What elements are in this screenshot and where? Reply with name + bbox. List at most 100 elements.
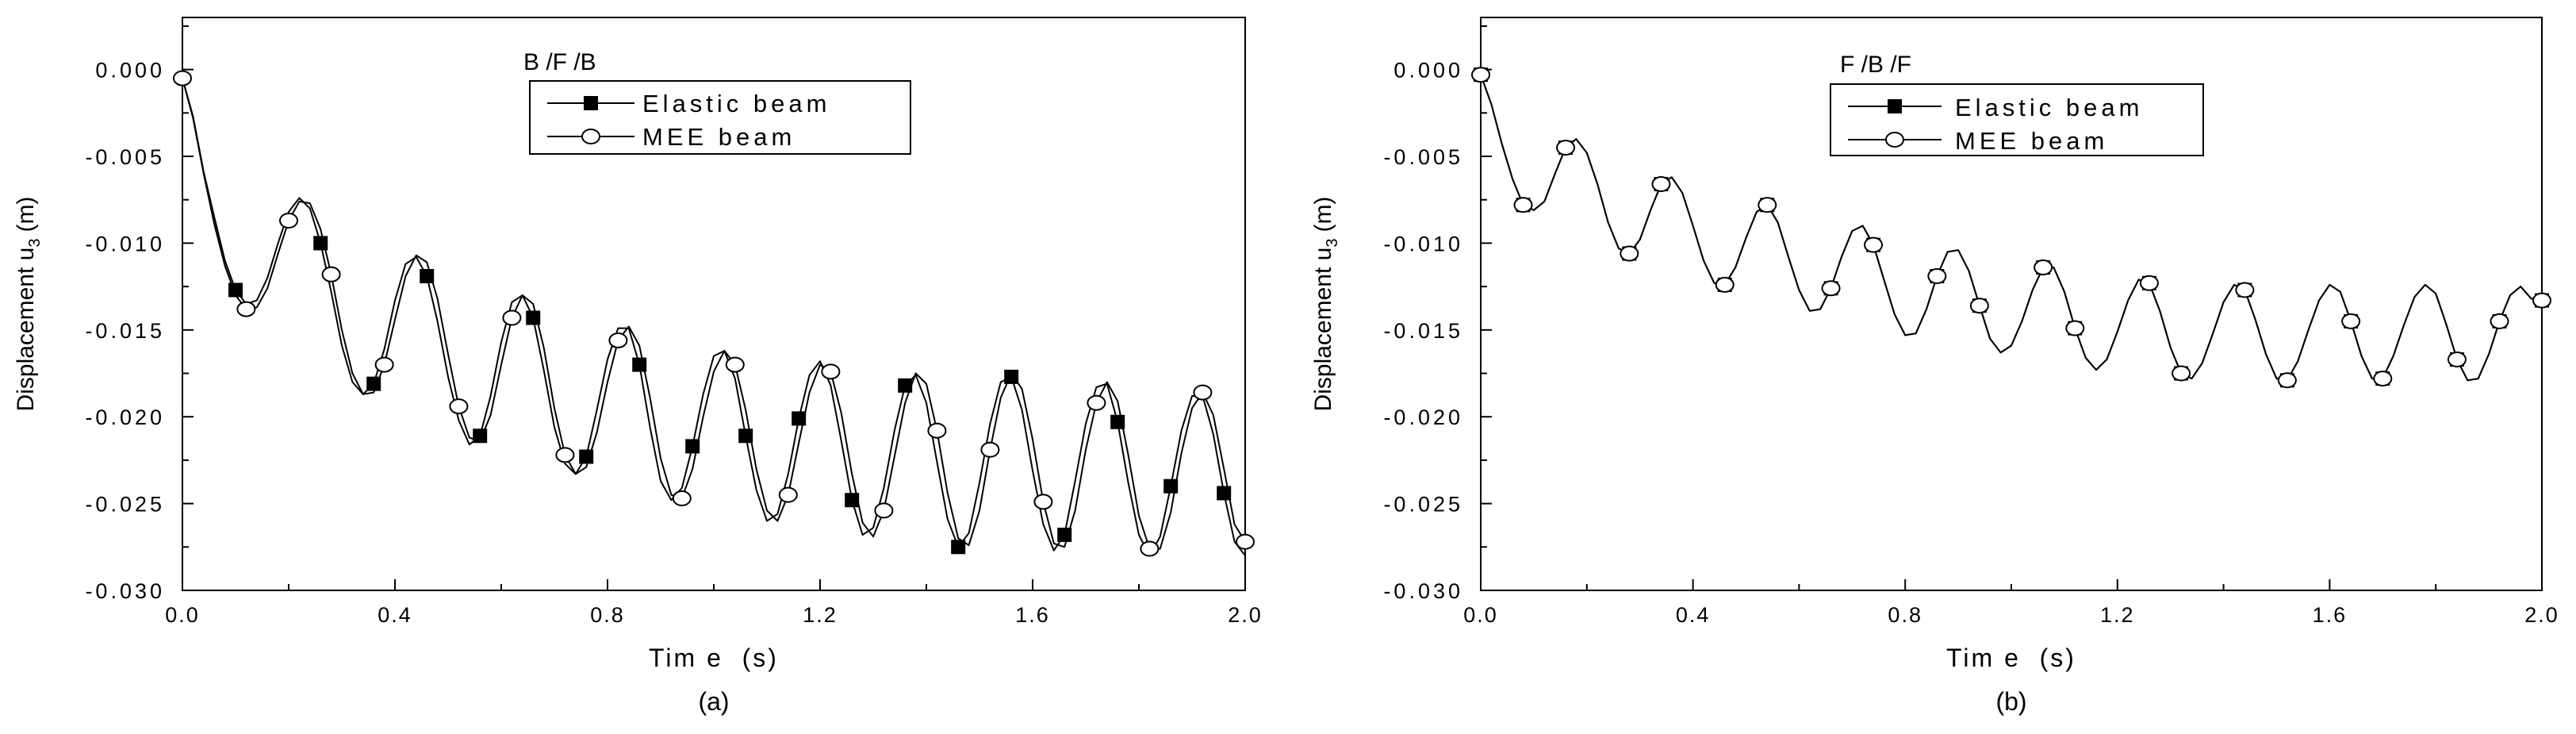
data-point-elastic — [845, 493, 860, 508]
y-axis-label-main: Displacement u — [1310, 248, 1336, 412]
y-axis-label: Displacement u3 (m) — [1310, 197, 1341, 412]
x-tick-label: 1.6 — [1015, 603, 1050, 627]
series-lines — [1480, 74, 2543, 382]
data-point-elastic — [366, 376, 381, 391]
data-point-mee — [236, 301, 256, 317]
panel-label: (a) — [698, 687, 729, 716]
data-point-mee — [502, 309, 522, 326]
y-tick-label: -0.005 — [85, 145, 165, 169]
data-point-elastic — [738, 428, 753, 444]
y-axis-label-subscript: 3 — [26, 239, 44, 248]
x-tick-label: 1.6 — [2313, 603, 2348, 627]
panel-label: (b) — [1995, 687, 2026, 716]
data-point-mee — [321, 266, 341, 282]
data-point-mee — [1236, 533, 1255, 550]
x-tick-label: 2.0 — [1228, 603, 1263, 627]
chart-title: F /B /F — [1840, 52, 1911, 78]
data-point-mee — [374, 356, 394, 373]
chart-title: B /F /B — [523, 49, 596, 75]
data-point-elastic — [1004, 369, 1019, 384]
x-tick-label: 1.2 — [803, 603, 838, 627]
legend-label-elastic: Elastic beam — [642, 90, 830, 117]
data-point-mee — [1513, 197, 1533, 213]
data-point-elastic — [898, 378, 913, 393]
x-tick-labels: 0.0 0.4 0.8 1.2 1.6 2.0 — [165, 603, 1263, 627]
data-point-elastic — [579, 449, 594, 464]
data-point-elastic — [313, 236, 328, 251]
data-point-mee — [1471, 67, 1490, 83]
legend-marker-elastic — [1888, 99, 1902, 113]
data-point-mee — [2172, 365, 2191, 382]
data-point-elastic — [1163, 478, 1179, 494]
y-tick-label: -0.025 — [1383, 493, 1463, 517]
x-tick-label: 0.4 — [378, 603, 412, 627]
legend: Elastic beam MEE beam — [1830, 83, 2204, 156]
data-point-elastic — [951, 540, 966, 555]
data-point-mee — [874, 502, 894, 519]
data-point-mee — [2341, 313, 2361, 329]
data-point-mee — [555, 447, 575, 463]
legend-marker-elastic — [584, 96, 598, 110]
data-point-elastic — [420, 268, 435, 283]
data-point-mee — [1651, 176, 1671, 193]
y-tick-label: -0.010 — [1383, 232, 1463, 256]
y-axis-label-main: Displacement u — [13, 248, 39, 412]
legend-label-mee: MEE beam — [642, 123, 795, 151]
x-axis-label: Tim e (s) — [1946, 644, 2076, 672]
data-point-elastic — [473, 428, 488, 444]
x-tick-label: 0.4 — [1676, 603, 1711, 627]
data-point-mee — [608, 332, 628, 348]
series-markers — [1471, 67, 2551, 389]
y-axis-label: Displacement u3 (m) — [13, 197, 44, 412]
y-tick-label: -0.015 — [85, 319, 165, 343]
y-tick-label: -0.010 — [85, 232, 165, 256]
data-point-mee — [1193, 384, 1213, 401]
data-point-mee — [1927, 267, 1947, 284]
x-tick-label: 0.0 — [165, 603, 200, 627]
legend-marker-mee — [1885, 132, 1904, 148]
data-point-mee — [1556, 140, 1576, 156]
data-point-mee — [2139, 275, 2159, 291]
x-tick-label: 0.8 — [590, 603, 625, 627]
data-point-elastic — [632, 357, 647, 372]
data-point-mee — [778, 486, 798, 503]
y-tick-labels: 0.000 -0.005 -0.010 -0.015 -0.020 -0.025 -0.03… — [85, 59, 165, 603]
data-point-mee — [2490, 313, 2509, 329]
data-point-elastic — [685, 439, 700, 454]
series-line-elastic — [182, 78, 1246, 557]
data-point-mee — [1821, 280, 1841, 297]
data-point-mee — [2447, 352, 2467, 368]
x-tick-label: 0.0 — [1463, 603, 1498, 627]
data-point-mee — [1620, 245, 1639, 262]
x-tick-labels: 0.0 0.4 0.8 1.2 1.6 2.0 — [1463, 603, 2559, 627]
data-point-elastic — [228, 282, 243, 298]
axis-ticks — [1480, 25, 2543, 591]
data-point-mee — [449, 398, 469, 415]
data-point-mee — [1140, 540, 1160, 557]
y-tick-label: -0.025 — [85, 493, 165, 517]
data-point-mee — [2277, 372, 2297, 389]
data-point-mee — [672, 490, 692, 507]
data-point-mee — [725, 356, 745, 373]
data-point-mee — [2373, 371, 2393, 387]
data-point-elastic — [1217, 486, 1232, 501]
data-point-elastic — [526, 310, 541, 325]
legend-label-elastic: Elastic beam — [1955, 94, 2143, 121]
data-point-mee — [980, 441, 1000, 458]
series-markers — [173, 70, 1255, 557]
chart-panel-a: 0.000 -0.005 -0.010 -0.015 -0.020 -0.025 -0.03… — [13, 17, 1263, 716]
legend-label-mee: MEE beam — [1955, 127, 2108, 155]
data-point-mee — [1758, 197, 1777, 213]
y-tick-label: 0.000 — [95, 59, 165, 83]
data-point-mee — [821, 363, 841, 380]
data-point-mee — [1969, 298, 1989, 314]
data-point-mee — [2235, 282, 2255, 298]
data-point-mee — [927, 422, 947, 439]
data-point-mee — [279, 212, 298, 229]
x-tick-label: 2.0 — [2524, 603, 2559, 627]
y-tick-label: -0.005 — [1383, 145, 1463, 169]
y-tick-label: -0.030 — [1383, 579, 1463, 603]
legend-marker-mee — [581, 129, 600, 144]
y-tick-label: -0.020 — [1383, 405, 1463, 429]
